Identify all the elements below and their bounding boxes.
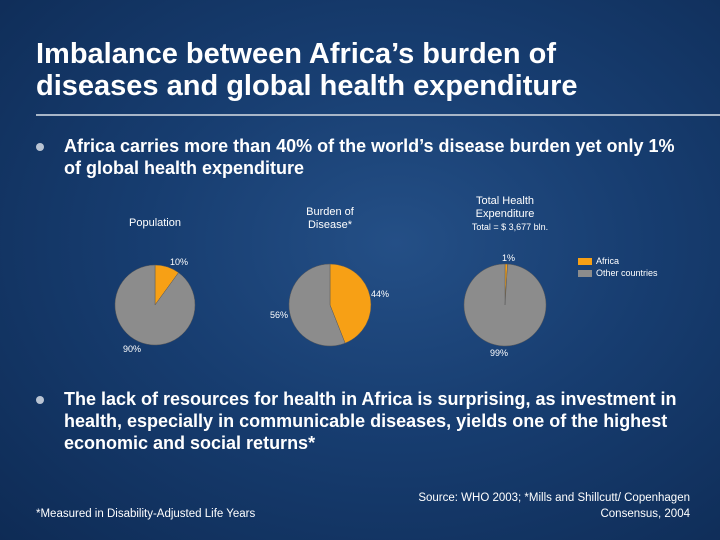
- chart-subtitle-expenditure: Total = $ 3,677 bln.: [471, 222, 549, 232]
- footnote: *Measured in Disability-Adjusted Life Ye…: [36, 508, 256, 520]
- title-divider: [36, 114, 720, 116]
- slice-label-burden-other: 56%: [270, 310, 289, 320]
- source-citation: Source: WHO 2003; *Mills and Shillcutt/ …: [418, 492, 690, 520]
- bullet-2-text: The lack of resources for health in Afri…: [64, 389, 677, 453]
- pie-slice-population-other: [114, 264, 196, 346]
- slice-label-expenditure-africa: 1%: [502, 253, 516, 263]
- bullet-dot-icon: [36, 143, 44, 151]
- bullet-1: Africa carries more than 40% of the worl…: [36, 135, 686, 179]
- chart-title-burden: Burden of Disease*: [306, 206, 354, 231]
- pie-slice-expenditure-other: [463, 263, 547, 347]
- slide-title: Imbalance between Africa’s burden of dis…: [36, 38, 706, 102]
- pie-health-expenditure: [463, 263, 547, 347]
- pie-slice-burden-other: [288, 263, 346, 347]
- slice-label-burden-africa: 44%: [371, 289, 390, 299]
- bullet-dot-icon: [36, 396, 44, 404]
- bullet-2: The lack of resources for health in Afri…: [36, 388, 686, 454]
- slice-label-population-other: 90%: [123, 344, 142, 354]
- legend-item-other: Other countries: [578, 267, 658, 279]
- title-line-2: diseases and global health expenditure: [36, 70, 578, 102]
- title-line-1: Imbalance between Africa’s burden of: [36, 38, 556, 70]
- pie-burden-of-disease: [288, 263, 372, 347]
- slice-label-expenditure-other: 99%: [490, 348, 509, 358]
- chart-title-expenditure: Total Health Expenditure: [475, 195, 535, 220]
- legend-label-other: Other countries: [596, 268, 658, 278]
- bullet-1-text: Africa carries more than 40% of the worl…: [64, 136, 675, 178]
- chart-legend: Africa Other countries: [578, 255, 658, 279]
- pie-slice-burden-africa: [329, 263, 372, 344]
- legend-label-africa: Africa: [596, 256, 620, 266]
- legend-swatch-other: [578, 269, 592, 277]
- chart-title-population: Population: [129, 217, 181, 229]
- legend-item-africa: Africa: [578, 255, 658, 267]
- legend-swatch-africa: [578, 257, 592, 265]
- pie-population: [114, 264, 196, 346]
- slice-label-population-africa: 10%: [170, 257, 189, 267]
